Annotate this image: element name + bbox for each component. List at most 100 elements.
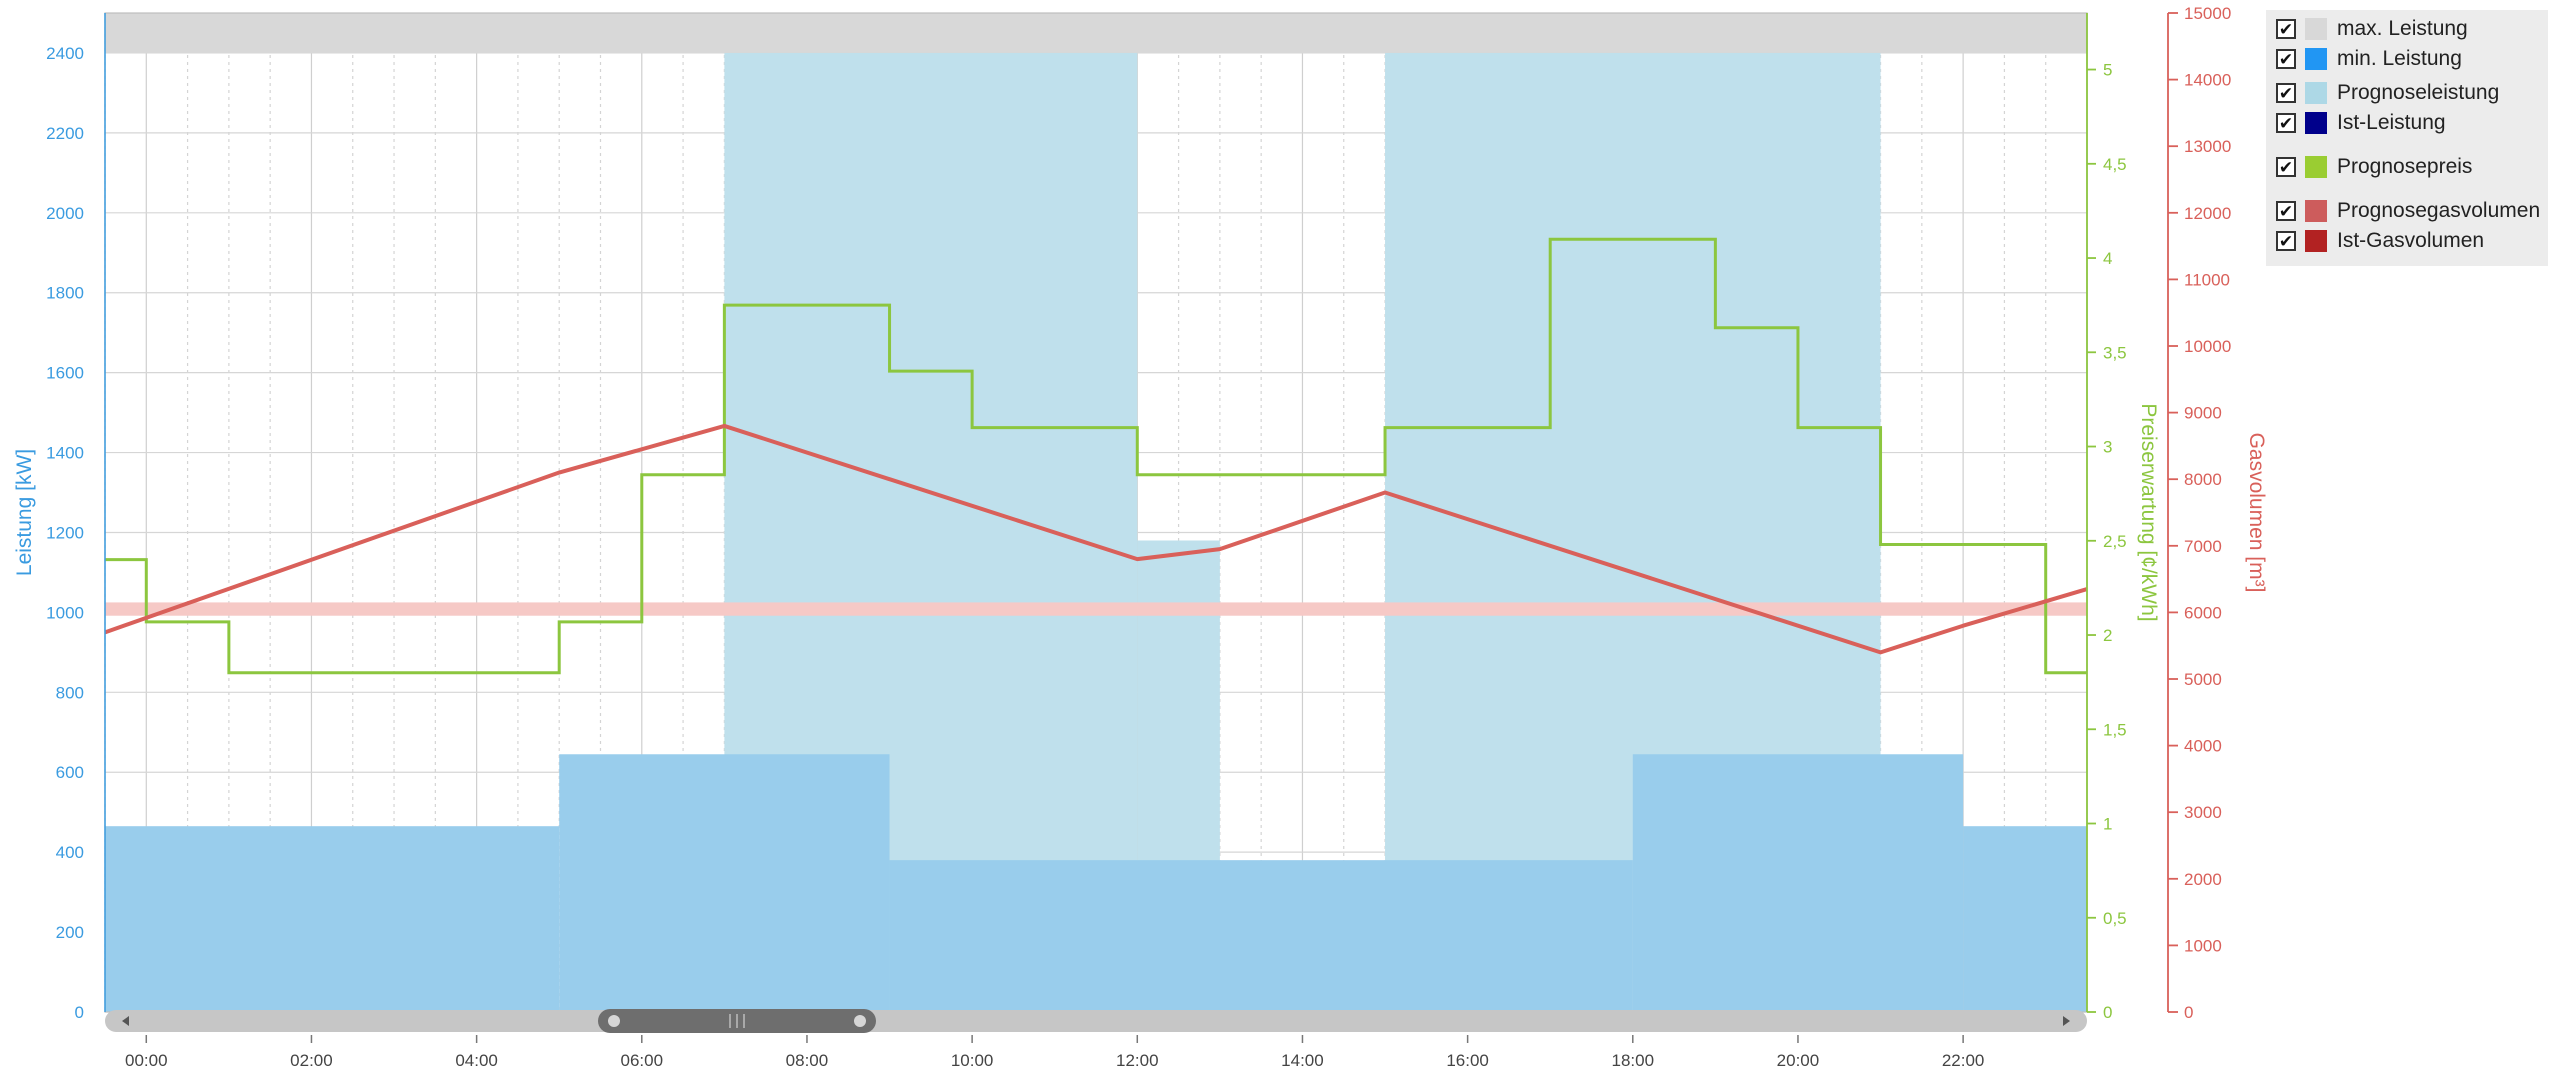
y-tick-gas: 13000 (2184, 137, 2231, 156)
x-tick-label: 04:00 (455, 1051, 498, 1070)
x-tick-label: 06:00 (621, 1051, 664, 1070)
legend-checkbox[interactable]: ✔ (2276, 83, 2296, 103)
y-tick-gas: 15000 (2184, 4, 2231, 23)
legend-swatch (2305, 200, 2327, 222)
legend-label: Ist-Gasvolumen (2337, 229, 2485, 252)
y-tick-gas: 2000 (2184, 870, 2222, 889)
x-tick-label: 14:00 (1281, 1051, 1324, 1070)
y-tick-gas: 4000 (2184, 737, 2222, 756)
legend-label: Prognoseleistung (2337, 81, 2500, 104)
band-prognosegasvolumen (105, 602, 2087, 616)
y-tick-power: 0 (75, 1003, 84, 1022)
checkmark-icon: ✔ (2278, 19, 2294, 39)
x-tick-label: 08:00 (786, 1051, 829, 1070)
y-tick-gas: 6000 (2184, 603, 2222, 622)
y-tick-power: 1800 (46, 284, 84, 303)
y-tick-gas: 5000 (2184, 670, 2222, 689)
line-ist-gasvolumen (104, 423, 2088, 655)
scroll-left-icon[interactable] (122, 1016, 129, 1026)
y-tick-power: 200 (56, 923, 84, 942)
legend-checkbox[interactable]: ✔ (2276, 49, 2296, 69)
legend-checkbox[interactable]: ✔ (2276, 113, 2296, 133)
y-tick-power: 2200 (46, 124, 84, 143)
checkmark-icon: ✔ (2278, 113, 2294, 133)
x-tick-label: 12:00 (1116, 1051, 1159, 1070)
legend-item[interactable]: ✔ Prognoseleistung (2276, 78, 2499, 108)
y-tick-gas: 8000 (2184, 470, 2222, 489)
y-tick-gas: 0 (2184, 1003, 2193, 1022)
area-segment-min-leistung (1632, 754, 1964, 1012)
y-tick-gas: 10000 (2184, 337, 2231, 356)
y-tick-gas: 9000 (2184, 404, 2222, 423)
y-tick-power: 2000 (46, 204, 84, 223)
legend-item[interactable]: ✔ Prognosegasvolumen (2276, 196, 2540, 226)
legend-swatch (2305, 156, 2327, 178)
time-scrollbar[interactable] (105, 1009, 2087, 1033)
checkmark-icon: ✔ (2278, 201, 2294, 221)
x-tick-label: 10:00 (951, 1051, 994, 1070)
y-tick-gas: 11000 (2184, 270, 2230, 289)
checkmark-icon: ✔ (2278, 49, 2294, 69)
y-tick-power: 600 (56, 763, 84, 782)
y-tick-price: 3,5 (2103, 343, 2127, 362)
legend-item[interactable]: ✔ Ist-Gasvolumen (2276, 226, 2484, 256)
x-tick-label: 02:00 (290, 1051, 333, 1070)
legend-swatch (2305, 18, 2327, 40)
legend-item[interactable]: ✔ max. Leistung (2276, 14, 2468, 44)
area-segment-min-leistung (559, 754, 890, 1012)
y-tick-gas: 3000 (2184, 803, 2222, 822)
legend-checkbox[interactable]: ✔ (2276, 19, 2296, 39)
axes: 0200400600800100012001400160018002000220… (13, 4, 2268, 1070)
x-tick-label: 22:00 (1942, 1051, 1985, 1070)
legend-label: min. Leistung (2337, 47, 2462, 70)
y-tick-price: 1 (2103, 815, 2112, 834)
y-tick-price: 4,5 (2103, 155, 2127, 174)
x-tick-label: 16:00 (1446, 1051, 1489, 1070)
y-tick-power: 1400 (46, 444, 84, 463)
y-axis-gas-title: Gasvolumen [m³] (2245, 433, 2268, 593)
x-tick-label: 18:00 (1612, 1051, 1655, 1070)
y-tick-price: 2 (2103, 626, 2112, 645)
y-axis-power-title: Leistung [kW] (13, 449, 36, 576)
legend-swatch (2305, 82, 2327, 104)
y-tick-gas: 14000 (2184, 71, 2231, 90)
checkmark-icon: ✔ (2278, 83, 2294, 103)
y-tick-gas: 1000 (2184, 936, 2222, 955)
x-tick-label: 20:00 (1777, 1051, 1820, 1070)
y-axis-price-title: Preiserwartung [¢/kWh] (2137, 403, 2160, 621)
legend-checkbox[interactable]: ✔ (2276, 201, 2296, 221)
y-tick-price: 0,5 (2103, 909, 2127, 928)
legend-label: Prognosepreis (2337, 155, 2473, 178)
y-tick-power: 2400 (46, 44, 84, 63)
legend-swatch (2305, 230, 2327, 252)
legend: ✔ max. Leistung ✔ min. Leistung ✔ Prognoselei… (2266, 10, 2548, 266)
y-tick-power: 1600 (46, 364, 84, 383)
y-tick-price: 3 (2103, 438, 2112, 457)
legend-item[interactable]: ✔ Prognosepreis (2276, 152, 2472, 182)
area-segment-min-leistung (1963, 826, 2087, 1012)
legend-swatch (2305, 112, 2327, 134)
band-max-leistung (105, 13, 2087, 53)
legend-label: Ist-Leistung (2337, 111, 2446, 134)
scrollbar-grip-icon[interactable] (729, 1014, 745, 1028)
y-tick-power: 400 (56, 843, 84, 862)
legend-checkbox[interactable]: ✔ (2276, 231, 2296, 251)
scroll-right-icon[interactable] (2063, 1016, 2070, 1026)
checkmark-icon: ✔ (2278, 157, 2294, 177)
y-tick-gas: 12000 (2184, 204, 2231, 223)
checkmark-icon: ✔ (2278, 231, 2294, 251)
area-segment-min-leistung (105, 826, 560, 1012)
scrollbar-track[interactable] (105, 1010, 2087, 1032)
y-tick-power: 800 (56, 683, 84, 702)
legend-item[interactable]: ✔ min. Leistung (2276, 44, 2462, 74)
y-tick-price: 5 (2103, 61, 2112, 80)
legend-checkbox[interactable]: ✔ (2276, 157, 2296, 177)
area-segment-min-leistung (889, 860, 1633, 1012)
y-tick-price: 2,5 (2103, 532, 2127, 551)
legend-item[interactable]: ✔ Ist-Leistung (2276, 108, 2446, 138)
scrollbar-thumb-left-handle[interactable] (608, 1015, 620, 1027)
scrollbar-thumb-right-handle[interactable] (854, 1015, 866, 1027)
y-tick-power: 1000 (46, 603, 84, 622)
y-tick-gas: 7000 (2184, 537, 2222, 556)
